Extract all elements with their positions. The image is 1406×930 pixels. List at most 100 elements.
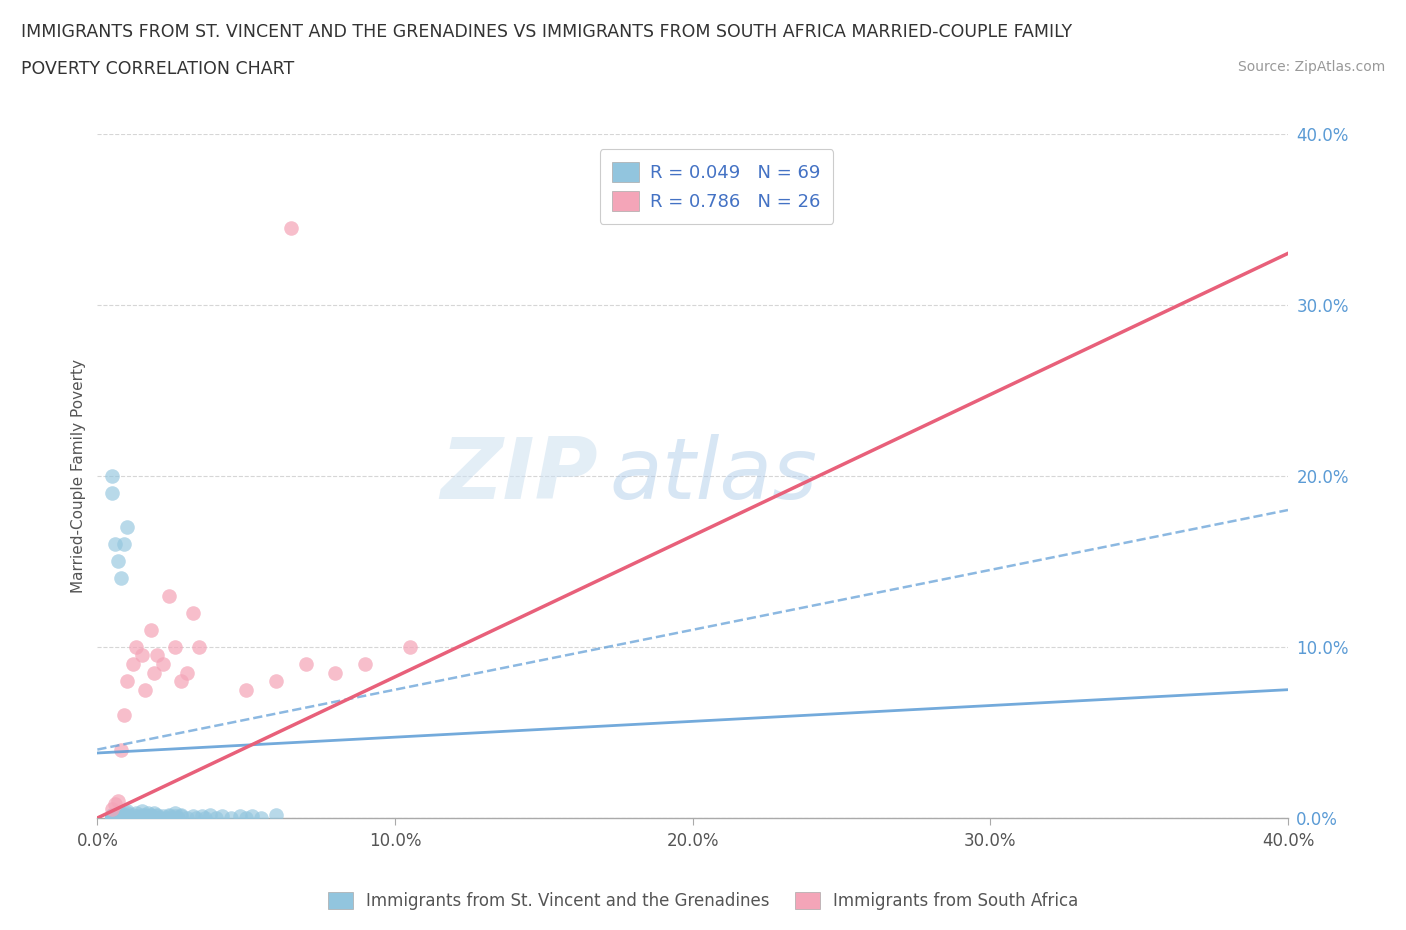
Point — [264, 807, 287, 822]
Point — [149, 811, 172, 826]
Point — [101, 811, 124, 826]
Point — [157, 809, 180, 824]
Text: ZIP: ZIP — [440, 434, 598, 517]
Point — [200, 807, 222, 822]
Point — [170, 673, 193, 688]
Point — [110, 811, 132, 826]
Point — [160, 811, 183, 826]
Point — [205, 811, 228, 826]
Point — [176, 811, 198, 826]
Point — [280, 220, 302, 235]
Point — [115, 807, 138, 822]
Point — [101, 802, 124, 817]
Point — [235, 683, 257, 698]
Text: atlas: atlas — [609, 434, 817, 517]
Point — [101, 811, 124, 826]
Point — [112, 811, 135, 826]
Point — [101, 807, 124, 822]
Point — [170, 807, 193, 822]
Y-axis label: Married-Couple Family Poverty: Married-Couple Family Poverty — [72, 359, 86, 592]
Point — [152, 809, 174, 824]
Point — [193, 811, 215, 826]
Point — [221, 811, 243, 826]
Point — [107, 554, 129, 569]
Point — [125, 809, 148, 824]
Point — [163, 809, 186, 824]
Text: IMMIGRANTS FROM ST. VINCENT AND THE GRENADINES VS IMMIGRANTS FROM SOUTH AFRICA M: IMMIGRANTS FROM ST. VINCENT AND THE GREN… — [21, 23, 1073, 41]
Legend: R = 0.049   N = 69, R = 0.786   N = 26: R = 0.049 N = 69, R = 0.786 N = 26 — [600, 150, 834, 223]
Point — [131, 648, 153, 663]
Point — [139, 809, 162, 824]
Point — [112, 807, 135, 822]
Point — [122, 807, 145, 822]
Point — [101, 811, 124, 826]
Point — [170, 809, 193, 824]
Point — [146, 811, 169, 826]
Point — [115, 804, 138, 818]
Point — [163, 805, 186, 820]
Point — [131, 804, 153, 818]
Legend: Immigrants from St. Vincent and the Grenadines, Immigrants from South Africa: Immigrants from St. Vincent and the Gren… — [321, 885, 1085, 917]
Point — [176, 665, 198, 680]
Point — [139, 811, 162, 826]
Point — [139, 807, 162, 822]
Point — [152, 657, 174, 671]
Point — [131, 811, 153, 826]
Point — [107, 793, 129, 808]
Point — [190, 809, 212, 824]
Point — [142, 805, 165, 820]
Point — [125, 805, 148, 820]
Point — [101, 811, 124, 826]
Point — [142, 665, 165, 680]
Point — [112, 537, 135, 551]
Point — [325, 665, 347, 680]
Point — [115, 811, 138, 826]
Point — [101, 809, 124, 824]
Point — [101, 485, 124, 500]
Point — [122, 657, 145, 671]
Point — [107, 811, 129, 826]
Point — [110, 807, 132, 822]
Point — [110, 571, 132, 586]
Point — [122, 811, 145, 826]
Point — [155, 811, 177, 826]
Point — [399, 640, 422, 655]
Point — [101, 809, 124, 824]
Point — [104, 797, 127, 812]
Point — [166, 811, 188, 826]
Point — [187, 640, 209, 655]
Point — [139, 622, 162, 637]
Point — [115, 805, 138, 820]
Point — [235, 811, 257, 826]
Point — [115, 673, 138, 688]
Point — [157, 588, 180, 603]
Point — [181, 605, 204, 620]
Point — [115, 809, 138, 824]
Point — [104, 537, 127, 551]
Point — [146, 648, 169, 663]
Point — [101, 811, 124, 826]
Point — [142, 811, 165, 826]
Point — [110, 742, 132, 757]
Point — [240, 809, 263, 824]
Point — [294, 657, 316, 671]
Point — [181, 809, 204, 824]
Point — [134, 807, 156, 822]
Point — [112, 708, 135, 723]
Point — [146, 809, 169, 824]
Point — [101, 469, 124, 484]
Point — [110, 805, 132, 820]
Point — [146, 807, 169, 822]
Point — [125, 640, 148, 655]
Point — [163, 640, 186, 655]
Point — [134, 683, 156, 698]
Point — [157, 807, 180, 822]
Point — [115, 520, 138, 535]
Point — [101, 807, 124, 822]
Point — [264, 673, 287, 688]
Point — [250, 811, 273, 826]
Point — [136, 805, 159, 820]
Text: Source: ZipAtlas.com: Source: ZipAtlas.com — [1237, 60, 1385, 74]
Text: POVERTY CORRELATION CHART: POVERTY CORRELATION CHART — [21, 60, 294, 78]
Point — [125, 811, 148, 826]
